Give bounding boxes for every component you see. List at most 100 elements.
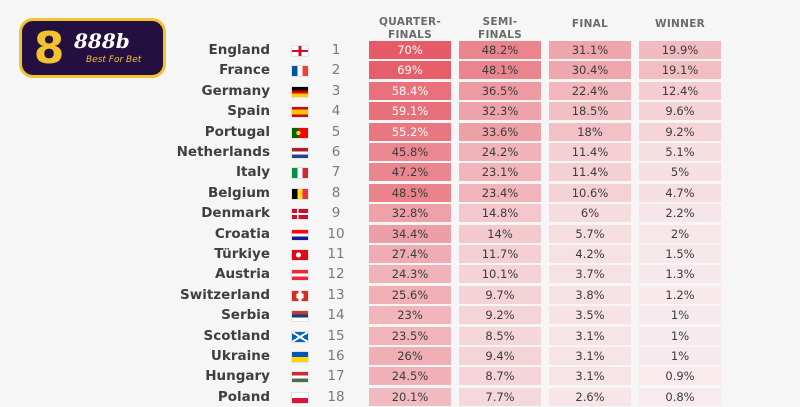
probability-cell-winner: 2.2%: [639, 204, 721, 223]
probability-cell-semi-finals: 36.5%: [459, 81, 541, 100]
country-name: Austria: [215, 266, 270, 283]
probability-cell-winner: 0.9%: [639, 367, 721, 386]
country-name: Türkiye: [214, 246, 270, 262]
table-row: Belgium 8 48.5% 23.4% 10.6% 4.7%: [0, 183, 800, 203]
country-name: France: [219, 62, 270, 79]
probability-cell-winner: 1.2%: [639, 285, 721, 304]
probability-cell-winner: 4.7%: [639, 183, 721, 202]
country-name: England: [208, 42, 270, 58]
probability-cell-winner: 1%: [639, 326, 721, 345]
probability-cell-semi-finals: 14.8%: [459, 204, 541, 223]
flag-icon: [292, 188, 308, 199]
probability-cell-semi-finals: 10.1%: [459, 265, 541, 284]
flag-icon: [292, 311, 308, 322]
table-row: Switzerland 13 25.6% 9.7% 3.8% 1.2%: [0, 285, 800, 305]
probability-cell-semi-finals: 24.2%: [459, 143, 541, 161]
table-row: Portugal 5 55.2% 33.6% 18% 9.2%: [0, 122, 800, 142]
table-row: Poland 18 20.1% 7.7% 2.6% 0.8%: [0, 387, 800, 407]
probability-cell-winner: 12.4%: [639, 81, 721, 100]
seed-rank: 9: [331, 205, 341, 222]
country-name: Netherlands: [176, 144, 270, 160]
logo-brand-name: 888b: [74, 29, 130, 53]
country-name: Croatia: [214, 225, 270, 242]
probability-cell-final: 3.8%: [549, 285, 631, 304]
probability-cell-winner: 1%: [639, 347, 721, 365]
flag-icon: [292, 290, 308, 301]
country-name: Belgium: [207, 184, 270, 201]
probability-cell-quarter-finals: 59.1%: [369, 102, 451, 121]
probability-cell-quarter-finals: 48.5%: [369, 183, 451, 202]
table-row: Hungary 17 24.5% 8.7% 3.1% 0.9%: [0, 366, 800, 386]
probability-cell-semi-finals: 11.7%: [459, 245, 541, 263]
country-name: Spain: [227, 103, 270, 120]
flag-icon: [292, 46, 308, 56]
table-row: Italy 7 47.2% 23.1% 11.4% 5%: [0, 162, 800, 182]
probability-cell-winner: 1.3%: [639, 265, 721, 284]
flag-icon: [292, 229, 308, 240]
probability-cell-winner: 1.5%: [639, 245, 721, 263]
probability-cell-quarter-finals: 25.6%: [369, 285, 451, 304]
probability-cell-final: 6%: [549, 204, 631, 223]
probability-cell-quarter-finals: 24.3%: [369, 265, 451, 284]
header-semi-finals: SEMI- FINALS: [477, 16, 523, 41]
seed-rank: 17: [327, 368, 345, 385]
probability-cell-final: 2.6%: [549, 387, 631, 406]
probability-cell-semi-finals: 48.1%: [459, 61, 541, 80]
country-name: Italy: [235, 164, 270, 181]
table-row: Serbia 14 23% 9.2% 3.5% 1%: [0, 305, 800, 325]
flag-icon: [292, 168, 308, 179]
probability-cell-semi-finals: 8.7%: [459, 367, 541, 386]
probability-cell-semi-finals: 23.4%: [459, 183, 541, 202]
flag-icon: [292, 86, 308, 97]
header-quarter-finals: QUARTER- FINALS: [378, 16, 442, 41]
probability-cell-semi-finals: 8.5%: [459, 326, 541, 345]
header-final: FINAL: [571, 18, 609, 30]
table-row: Türkiye 11 27.4% 11.7% 4.2% 1.5%: [0, 244, 800, 264]
flag-icon: [292, 127, 308, 138]
probability-cell-semi-finals: 9.7%: [459, 285, 541, 304]
probability-cell-winner: 9.6%: [639, 102, 721, 121]
table-row: Austria 12 24.3% 10.1% 3.7% 1.3%: [0, 264, 800, 284]
flag-icon: [292, 372, 308, 383]
table-row: England 1 70% 48.2% 31.1% 19.9%: [0, 40, 800, 60]
country-name: Switzerland: [180, 286, 270, 303]
probability-cell-final: 3.7%: [549, 265, 631, 284]
probability-cell-final: 22.4%: [549, 81, 631, 100]
country-name: Poland: [217, 388, 270, 405]
seed-rank: 11: [327, 246, 345, 262]
probability-cell-winner: 2%: [639, 224, 721, 243]
seed-rank: 15: [327, 327, 345, 344]
table-row: Ukraine 16 26% 9.4% 3.1% 1%: [0, 346, 800, 366]
seed-rank: 8: [331, 184, 341, 201]
country-name: Scotland: [203, 327, 270, 344]
flag-icon: [292, 392, 308, 403]
probability-cell-final: 3.1%: [549, 367, 631, 386]
probability-cell-final: 4.2%: [549, 245, 631, 263]
probability-cell-final: 3.5%: [549, 306, 631, 325]
seed-rank: 3: [331, 82, 341, 99]
seed-rank: 7: [331, 164, 341, 181]
table-row: Spain 4 59.1% 32.3% 18.5% 9.6%: [0, 101, 800, 121]
probability-cell-final: 11.4%: [549, 163, 631, 182]
probability-cell-semi-finals: 14%: [459, 224, 541, 243]
seed-rank: 4: [331, 103, 341, 120]
probability-cell-final: 18%: [549, 122, 631, 141]
flag-icon: [292, 148, 308, 158]
probability-cell-quarter-finals: 26%: [369, 347, 451, 365]
probability-cell-quarter-finals: 45.8%: [369, 143, 451, 161]
flag-icon: [292, 209, 308, 220]
brand-logo[interactable]: 8 888b Best For Bet: [19, 18, 166, 78]
country-name: Portugal: [204, 123, 270, 140]
probability-cell-final: 3.1%: [549, 326, 631, 345]
probability-cell-winner: 1%: [639, 306, 721, 325]
seed-rank: 10: [327, 225, 345, 242]
header-winner: WINNER: [654, 18, 706, 30]
flag-icon: [292, 270, 308, 281]
probability-cell-winner: 19.9%: [639, 41, 721, 59]
seed-rank: 14: [327, 307, 345, 324]
logo-mark: 8: [33, 23, 65, 74]
probability-cell-final: 30.4%: [549, 61, 631, 80]
probability-cell-quarter-finals: 24.5%: [369, 367, 451, 386]
flag-icon: [292, 107, 308, 118]
table-row: Denmark 9 32.8% 14.8% 6% 2.2%: [0, 203, 800, 223]
